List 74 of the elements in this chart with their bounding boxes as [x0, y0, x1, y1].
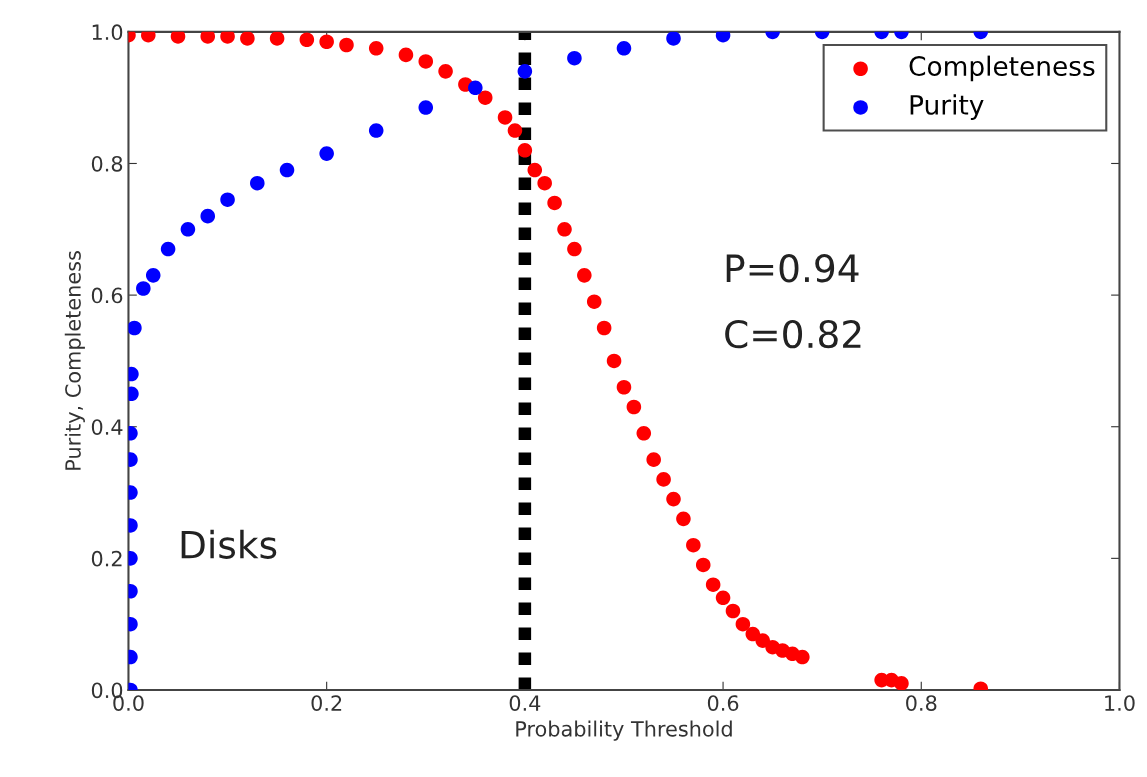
point [507, 123, 523, 138]
point [666, 31, 681, 46]
x-tick-label: 0.4 [509, 695, 541, 711]
point [200, 31, 216, 44]
point [646, 452, 661, 467]
y-tick-label: 0.2 [91, 550, 122, 567]
point [725, 603, 741, 619]
point [537, 175, 552, 191]
point [368, 123, 384, 138]
point [715, 590, 731, 606]
point [418, 54, 434, 69]
point [795, 649, 810, 665]
y-tick-label: 1.0 [92, 24, 123, 41]
point [468, 80, 483, 96]
point [240, 31, 255, 46]
y-axis-title: Purity, Completeness [64, 251, 85, 470]
x-tick-label: 0.2 [311, 695, 342, 711]
y-tick-label: 0.8 [91, 155, 123, 172]
point [695, 557, 711, 573]
point [606, 353, 622, 369]
point [517, 64, 533, 79]
annotation: C=0.82 [725, 319, 861, 349]
point [517, 143, 533, 158]
point [398, 47, 414, 63]
point [656, 472, 671, 487]
y-tick-label: 0.4 [91, 419, 123, 435]
point [557, 222, 572, 237]
point [128, 320, 142, 336]
annotation: P=0.94 [726, 254, 859, 283]
x-tick-label: 0.6 [707, 695, 739, 711]
point [497, 110, 513, 125]
point [666, 491, 681, 507]
legend-label: Purity [910, 94, 984, 120]
point [279, 162, 295, 178]
point [567, 241, 582, 257]
point [220, 31, 235, 44]
point [567, 50, 582, 66]
point [527, 162, 543, 178]
point [586, 294, 602, 309]
point [705, 577, 721, 592]
point [596, 320, 612, 336]
point [636, 426, 652, 441]
point [250, 175, 265, 191]
point [299, 32, 315, 48]
point [269, 31, 285, 46]
point [676, 511, 691, 527]
point [220, 192, 235, 207]
point [319, 34, 334, 50]
x-axis-title: Probability Threshold [516, 720, 732, 741]
point [200, 208, 216, 224]
point [136, 281, 151, 296]
point [160, 241, 176, 257]
point [735, 616, 751, 632]
point [319, 146, 334, 161]
point [626, 399, 642, 415]
point [616, 379, 632, 395]
y-tick-label: 0.6 [91, 287, 123, 304]
point [577, 268, 592, 283]
point [180, 222, 196, 237]
point [368, 41, 384, 56]
x-tick-label: 0.8 [906, 695, 937, 711]
point [339, 37, 354, 53]
x-tick-label: 1.0 [1105, 695, 1135, 711]
point [894, 676, 909, 690]
legend-label: Completeness [909, 55, 1095, 82]
point [686, 537, 701, 553]
point [418, 100, 434, 115]
point [145, 268, 161, 283]
point [477, 90, 493, 105]
point [438, 64, 453, 79]
point [547, 195, 562, 211]
point [170, 31, 186, 44]
point [616, 41, 632, 56]
annotation: Disks [181, 529, 277, 559]
